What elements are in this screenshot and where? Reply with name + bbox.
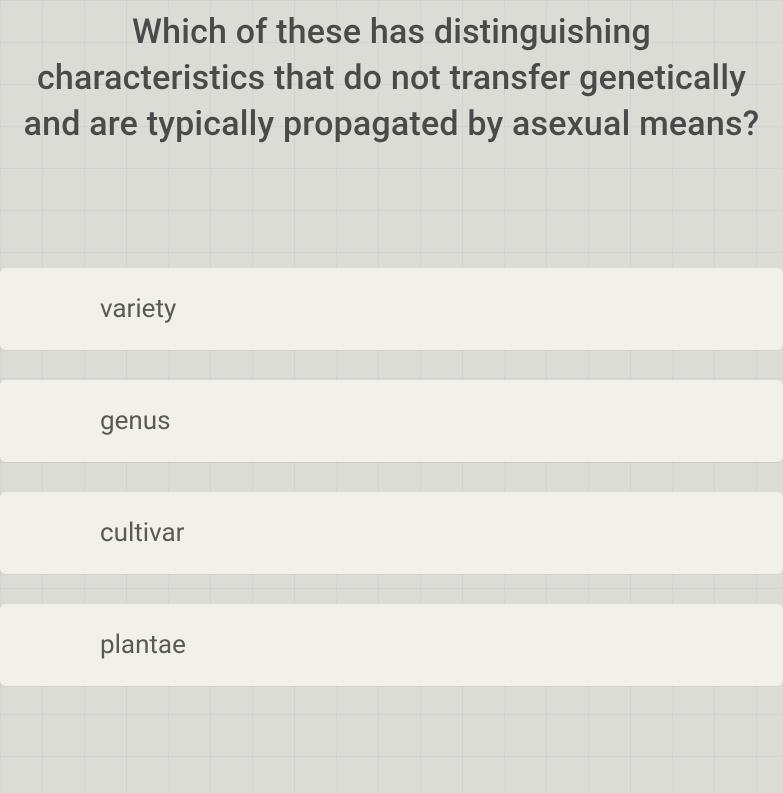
question-text: Which of these has distinguishing charac… (20, 10, 763, 148)
option-cultivar[interactable]: cultivar (0, 492, 783, 574)
question-container: Which of these has distinguishing charac… (0, 0, 783, 148)
option-variety[interactable]: variety (0, 268, 783, 350)
option-label: cultivar (100, 518, 184, 548)
options-list: variety genus cultivar plantae (0, 268, 783, 686)
option-label: variety (100, 294, 176, 324)
option-label: genus (100, 406, 171, 436)
option-label: plantae (100, 630, 186, 660)
option-genus[interactable]: genus (0, 380, 783, 462)
option-plantae[interactable]: plantae (0, 604, 783, 686)
